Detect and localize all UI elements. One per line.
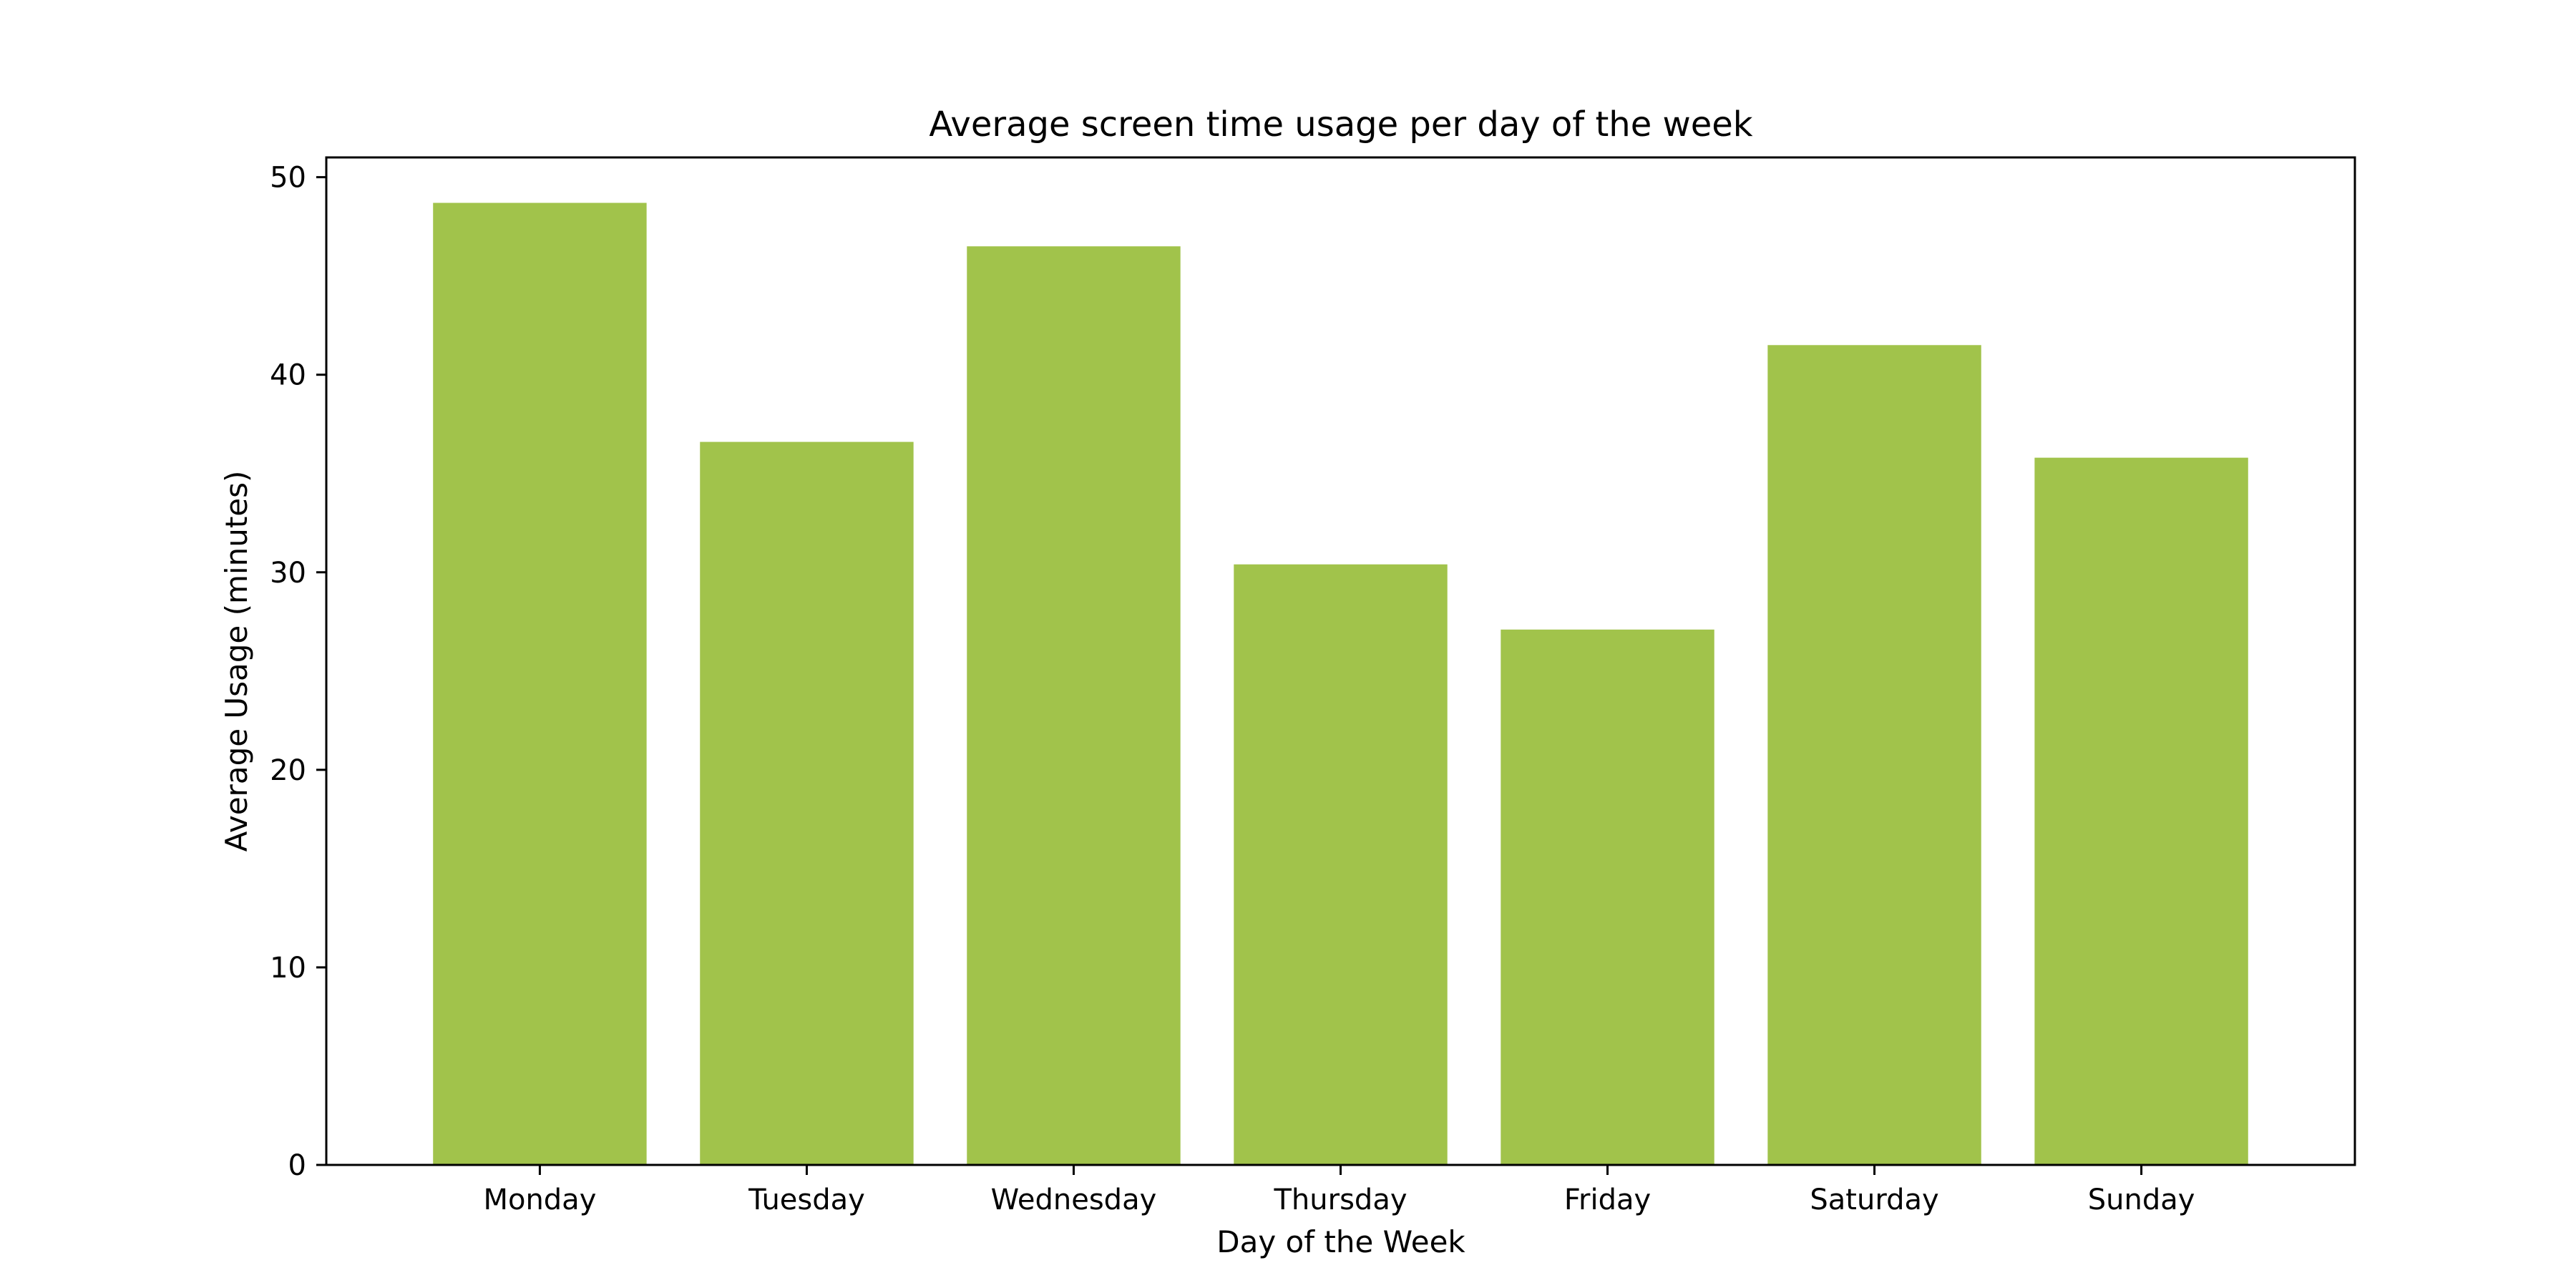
y-tick-label: 10 xyxy=(270,952,306,985)
bar-wednesday xyxy=(967,246,1181,1165)
x-tick-label: Wednesday xyxy=(991,1184,1157,1216)
x-tick-label: Sunday xyxy=(2088,1184,2195,1216)
y-tick-label: 50 xyxy=(270,162,306,195)
chart-title: Average screen time usage per day of the… xyxy=(929,104,1752,145)
bar-saturday xyxy=(1767,345,1981,1165)
y-tick-label: 20 xyxy=(270,754,306,787)
x-tick-label: Tuesday xyxy=(748,1184,865,1216)
x-tick-label: Saturday xyxy=(1810,1184,1938,1216)
y-tick-label: 0 xyxy=(288,1149,306,1182)
x-axis: Monday Tuesday Wednesday Thursday Friday Satu… xyxy=(483,1165,2195,1216)
bar-friday xyxy=(1501,629,1714,1165)
x-tick-label: Thursday xyxy=(1274,1184,1407,1216)
x-axis-label: Day of the Week xyxy=(1216,1224,1465,1259)
x-tick-label: Monday xyxy=(483,1184,596,1216)
bars-group xyxy=(433,203,2248,1165)
bar-thursday xyxy=(1234,564,1448,1165)
y-tick-label: 30 xyxy=(270,557,306,590)
bar-tuesday xyxy=(700,441,914,1165)
y-tick-label: 40 xyxy=(270,359,306,392)
bar-sunday xyxy=(2034,457,2248,1165)
x-tick-label: Friday xyxy=(1564,1184,1651,1216)
bar-monday xyxy=(433,203,647,1165)
y-axis-label: Average Usage (minutes) xyxy=(219,471,254,852)
y-axis: 0 10 20 30 40 50 xyxy=(270,162,326,1182)
